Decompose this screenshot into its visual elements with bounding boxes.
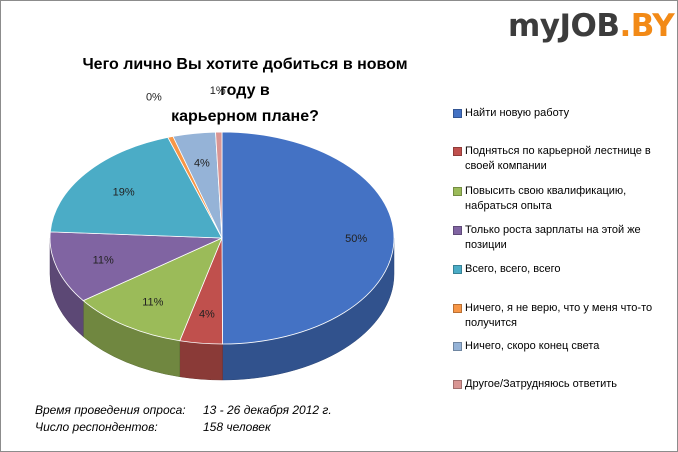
legend-item: Другое/Затрудняюсь ответить	[453, 377, 673, 392]
slice-7-top	[215, 131, 223, 239]
legend-item: Всего, всего, всего	[453, 262, 673, 277]
slice-1-label: 4%	[199, 309, 215, 321]
legend-swatch	[453, 380, 462, 389]
survey-date-value: 13 - 26 декабря 2012 г.	[203, 403, 332, 417]
survey-date-row: Время проведения опроса: 13 - 26 декабря…	[35, 402, 332, 419]
legend-swatch	[453, 342, 462, 351]
logo-text-domain: .BY	[619, 8, 675, 44]
slice-0-label: 50%	[345, 233, 367, 245]
legend-item: Ничего, я не верю, что у меня что-то пол…	[453, 301, 673, 331]
pie-tops	[49, 131, 395, 345]
legend-swatch	[453, 304, 462, 313]
respondent-count-row: Число респондентов: 158 человек	[35, 419, 271, 436]
legend-swatch	[453, 226, 462, 235]
slice-6-label: 4%	[194, 158, 210, 170]
slice-1-side	[179, 340, 223, 381]
respondent-count-value: 158 человек	[203, 420, 271, 434]
legend-label: Ничего, я не верю, что у меня что-то пол…	[465, 302, 653, 329]
pie-sides	[49, 237, 395, 381]
legend-swatch	[453, 147, 462, 156]
legend-label: Только роста зарплаты на этой же позиции	[465, 224, 641, 251]
respondent-count-label: Число респондентов:	[35, 420, 158, 434]
legend-label: Другое/Затрудняюсь ответить	[465, 378, 618, 390]
survey-date-label: Время проведения опроса:	[35, 403, 186, 417]
legend-label: Найти новую работу	[465, 107, 570, 119]
legend-label: Подняться по карьерной лестнице в своей …	[465, 145, 651, 172]
slice-5-label: 0%	[146, 92, 162, 104]
myjob-logo: myJOB.BY	[508, 8, 675, 44]
pie-labels: 50% 4% 11% 11% 19% 0% 4% 1%	[93, 85, 368, 321]
slice-2-top	[82, 237, 223, 342]
slice-4-label: 19%	[113, 187, 135, 199]
legend-label: Повысить свою квалификацию, набраться оп…	[465, 185, 627, 212]
legend-swatch	[453, 187, 462, 196]
legend-item: Ничего, скоро конец света	[453, 339, 673, 354]
slice-2-label: 11%	[142, 296, 163, 308]
slice-4-top	[49, 136, 223, 239]
logo-text-main: myJOB	[508, 8, 620, 44]
survey-footer: Время проведения опроса: 13 - 26 декабря…	[35, 402, 332, 436]
chart-title-line-2: карьерном плане?	[171, 108, 319, 125]
chart-title-line-1: Чего лично Вы хотите добиться в новом го…	[82, 56, 408, 99]
slice-3-label: 11%	[93, 255, 114, 267]
legend-item: Повысить свою квалификацию, набраться оп…	[453, 184, 673, 214]
legend-item: Только роста зарплаты на этой же позиции	[453, 223, 673, 253]
legend-item: Подняться по карьерной лестнице в своей …	[453, 144, 673, 174]
slice-3-top	[49, 231, 223, 302]
slice-7-label: 1%	[210, 85, 226, 97]
legend-label: Ничего, скоро конец света	[465, 340, 600, 352]
slice-0-top	[221, 131, 395, 345]
legend-swatch	[453, 109, 462, 118]
legend-swatch	[453, 265, 462, 274]
legend-label: Всего, всего, всего	[465, 263, 561, 275]
legend-item: Найти новую работу	[453, 106, 673, 121]
chart-title: Чего лично Вы хотите добиться в новом го…	[70, 52, 420, 130]
